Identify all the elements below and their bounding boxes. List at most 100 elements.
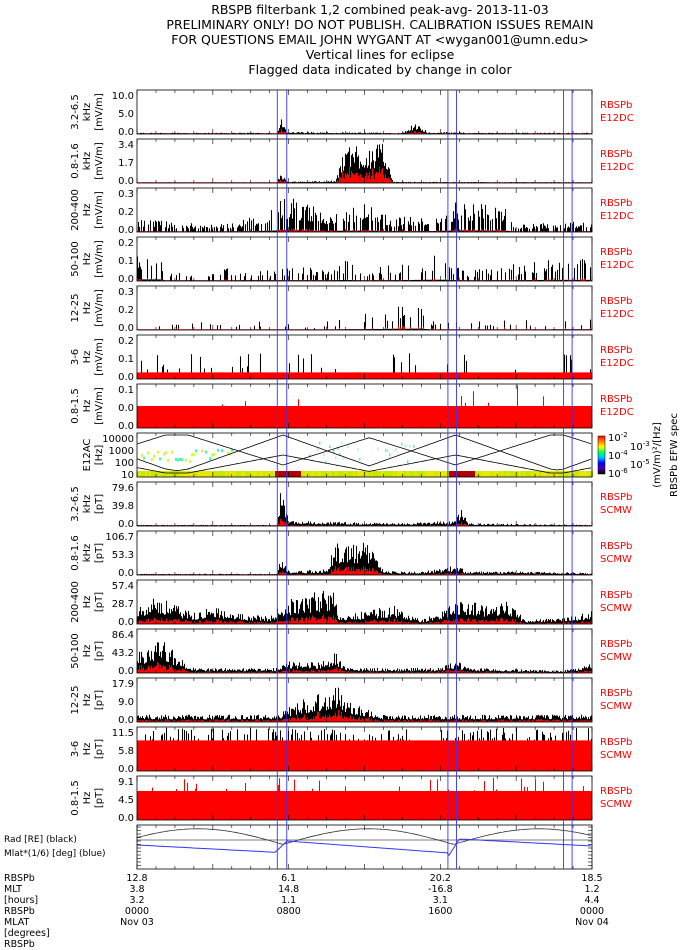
peak-series bbox=[136, 590, 593, 624]
y-tick-label: 5.0 bbox=[118, 109, 134, 120]
spectrogram-cell bbox=[175, 457, 177, 461]
colorbar-tick-label: 10-6 bbox=[608, 467, 628, 480]
panel-label-line: E12AC bbox=[82, 439, 93, 472]
spectrogram-cell bbox=[257, 471, 259, 477]
spectrogram-cell bbox=[215, 471, 217, 477]
spectrogram-cell bbox=[195, 471, 197, 477]
spectrogram-cell bbox=[335, 471, 337, 477]
panel-6: 0.2 0.1 0.0 RBSPb E12DC bbox=[118, 334, 634, 383]
colorbar-exponent: -3 bbox=[643, 440, 650, 448]
spectrogram-cell bbox=[317, 471, 319, 477]
source-label: E12DC bbox=[600, 211, 634, 222]
source-label: RBSPb bbox=[600, 639, 632, 650]
spectrogram-cell bbox=[271, 471, 273, 477]
spectrogram-cell bbox=[357, 471, 359, 477]
y-tick-label: 0.0 bbox=[118, 568, 134, 579]
spectrogram-cell bbox=[251, 471, 253, 477]
spectrogram-cell bbox=[323, 471, 325, 477]
spectrogram-cell bbox=[589, 471, 591, 477]
y-tick-label: 4.5 bbox=[118, 795, 134, 806]
x-axis-label: 20.2 bbox=[430, 873, 451, 884]
spectrogram-cell bbox=[329, 471, 331, 477]
y-tick-label: 0.1 bbox=[118, 256, 134, 267]
spectrogram-cell bbox=[487, 471, 489, 477]
y-tick-label: 1000 bbox=[109, 446, 134, 457]
panel-12: 86.4 43.2 0.0 RBSPb SCMW bbox=[112, 628, 632, 677]
spectrogram-cell bbox=[561, 471, 563, 477]
spectrogram-cell bbox=[379, 471, 381, 477]
spectrogram-cell bbox=[179, 471, 181, 477]
spectrogram-cell bbox=[157, 450, 159, 454]
y-tick-label: 0.0 bbox=[118, 323, 134, 334]
colorbar-unit: (mV/m)²/[Hz] bbox=[652, 422, 663, 488]
avg-series bbox=[136, 791, 593, 820]
spectrogram-cell bbox=[213, 453, 215, 457]
x-axis-label: 6.1 bbox=[281, 873, 296, 884]
spectrogram-cell bbox=[405, 444, 407, 448]
panel-9: 79.6 39.8 0.0 RBSPb SCMW bbox=[112, 481, 632, 530]
spectrogram-cell bbox=[547, 471, 549, 477]
spectrogram-cell bbox=[545, 471, 547, 477]
spectrogram-cell bbox=[437, 471, 439, 477]
y-tick-label: 0.0 bbox=[118, 813, 134, 824]
panel-label: 3-6 Hz [mV/m] bbox=[70, 338, 105, 376]
spectrogram-cell bbox=[451, 471, 453, 477]
y-tick-label: 57.4 bbox=[112, 581, 134, 592]
spectrogram-cell bbox=[187, 471, 189, 477]
panel-label-line: [mV/m] bbox=[94, 289, 105, 327]
y-tick-label: 0.0 bbox=[118, 421, 134, 432]
colorbar-tick-label: 10-2 bbox=[608, 431, 628, 444]
spectrogram-cell bbox=[453, 471, 455, 477]
panel-label-line: 12-25 bbox=[70, 685, 81, 714]
spectrogram-cell bbox=[395, 471, 397, 477]
panel-label: 3.2-6.5 kHz [pT] bbox=[70, 486, 105, 521]
spectrogram-cell bbox=[473, 471, 475, 477]
spectrogram-cell bbox=[165, 471, 167, 477]
colorbar-exponent: -6 bbox=[621, 467, 629, 475]
panel-label-line: [pT] bbox=[94, 592, 105, 612]
panel-label: 0.8-1.5 Hz [pT] bbox=[70, 780, 105, 815]
spectrogram-cell bbox=[587, 471, 589, 477]
spectrogram-cell bbox=[237, 471, 239, 477]
spectrogram-cell bbox=[575, 471, 577, 477]
spectrogram-cell bbox=[409, 444, 411, 448]
source-label: RBSPb bbox=[600, 786, 632, 797]
spectrogram-cell bbox=[147, 451, 149, 455]
spectrogram-cell bbox=[339, 452, 341, 456]
panel-label-line: kHz bbox=[82, 103, 93, 122]
spectrogram-cell bbox=[225, 471, 227, 477]
spectrogram-cell bbox=[361, 471, 363, 477]
spectrogram-cell bbox=[151, 471, 153, 477]
x-axis-label: 4.4 bbox=[584, 895, 599, 906]
spectrogram-cell bbox=[153, 454, 155, 458]
spectrogram-cell bbox=[385, 448, 387, 452]
panel-frame bbox=[136, 481, 593, 527]
source-label: RBSPb bbox=[600, 149, 632, 160]
panel-label-line: 0.8-1.6 bbox=[70, 535, 81, 570]
spectrogram-cell bbox=[485, 471, 487, 477]
spectrogram-cell bbox=[209, 471, 211, 477]
spectrogram-cell bbox=[185, 458, 187, 462]
plot-title: RBSPB filterbank 1,2 combined peak-avg- … bbox=[0, 2, 700, 77]
spectrogram-cell bbox=[415, 471, 417, 477]
title-line: Flagged data indicated by change in colo… bbox=[248, 62, 512, 77]
x-row-title: [degrees] bbox=[4, 928, 50, 939]
peak-series bbox=[144, 727, 593, 741]
spectrogram-cell bbox=[311, 471, 313, 477]
spectrogram-cell bbox=[167, 458, 169, 462]
spectrogram-cell bbox=[549, 471, 551, 477]
spectrogram-cell bbox=[331, 471, 333, 477]
y-tick-label: 0.0 bbox=[118, 403, 134, 414]
spectrogram-cell bbox=[221, 449, 223, 453]
colorbar-exponent: -2 bbox=[621, 431, 628, 439]
y-tick-label: 0.0 bbox=[118, 372, 134, 383]
spectrogram-cell bbox=[143, 471, 145, 477]
spectrogram-cell bbox=[507, 471, 509, 477]
spectrogram-cell bbox=[333, 471, 335, 477]
spectrogram-cell bbox=[461, 471, 463, 477]
spectrogram-cell bbox=[509, 471, 511, 477]
spectrogram-cell bbox=[285, 471, 287, 477]
spectrogram-cell bbox=[141, 471, 143, 477]
panel-label-line: 3.2-6.5 bbox=[70, 486, 81, 521]
